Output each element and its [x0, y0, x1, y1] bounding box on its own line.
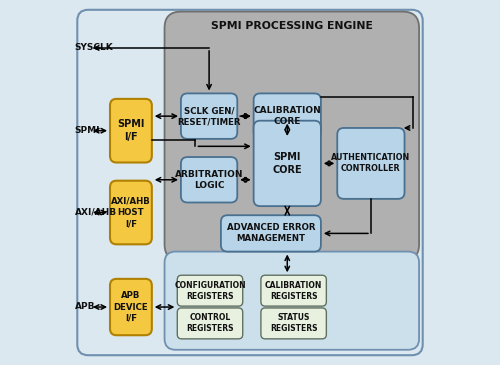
Text: CONFIGURATION
REGISTERS: CONFIGURATION REGISTERS: [174, 281, 246, 301]
FancyBboxPatch shape: [178, 308, 242, 339]
FancyBboxPatch shape: [261, 275, 326, 306]
Text: CONTROL
REGISTERS: CONTROL REGISTERS: [186, 313, 234, 334]
FancyBboxPatch shape: [110, 181, 152, 244]
FancyBboxPatch shape: [254, 93, 321, 139]
Text: AXI/AHB: AXI/AHB: [74, 208, 117, 217]
FancyBboxPatch shape: [181, 157, 238, 203]
Text: ADVANCED ERROR
MANAGEMENT: ADVANCED ERROR MANAGEMENT: [226, 223, 315, 243]
Text: APB
DEVICE
I/F: APB DEVICE I/F: [114, 291, 148, 323]
FancyBboxPatch shape: [164, 12, 419, 261]
Text: CALIBRATION
REGISTERS: CALIBRATION REGISTERS: [265, 281, 322, 301]
FancyBboxPatch shape: [110, 99, 152, 162]
FancyBboxPatch shape: [178, 275, 242, 306]
Text: STATUS
REGISTERS: STATUS REGISTERS: [270, 313, 318, 334]
Text: APB: APB: [74, 302, 95, 311]
Text: SPMI
I/F: SPMI I/F: [117, 119, 144, 142]
FancyBboxPatch shape: [164, 251, 419, 350]
FancyBboxPatch shape: [338, 128, 404, 199]
Text: SYSCLK: SYSCLK: [74, 43, 114, 53]
Text: SPMI
CORE: SPMI CORE: [272, 152, 302, 174]
Text: CALIBRATION
CORE: CALIBRATION CORE: [254, 106, 321, 126]
FancyBboxPatch shape: [221, 215, 321, 251]
FancyBboxPatch shape: [181, 93, 238, 139]
FancyBboxPatch shape: [254, 121, 321, 206]
Text: SCLK GEN/
RESET/TIMER: SCLK GEN/ RESET/TIMER: [178, 106, 241, 126]
Text: SPMI PROCESSING ENGINE: SPMI PROCESSING ENGINE: [211, 21, 373, 31]
Text: AUTHENTICATION
CONTROLLER: AUTHENTICATION CONTROLLER: [332, 153, 410, 173]
Text: SPMI: SPMI: [74, 126, 100, 135]
FancyBboxPatch shape: [78, 10, 422, 355]
FancyBboxPatch shape: [110, 279, 152, 335]
Text: ARBITRATION
LOGIC: ARBITRATION LOGIC: [175, 170, 244, 190]
FancyBboxPatch shape: [261, 308, 326, 339]
Text: AXI/AHB
HOST
I/F: AXI/AHB HOST I/F: [111, 197, 151, 228]
